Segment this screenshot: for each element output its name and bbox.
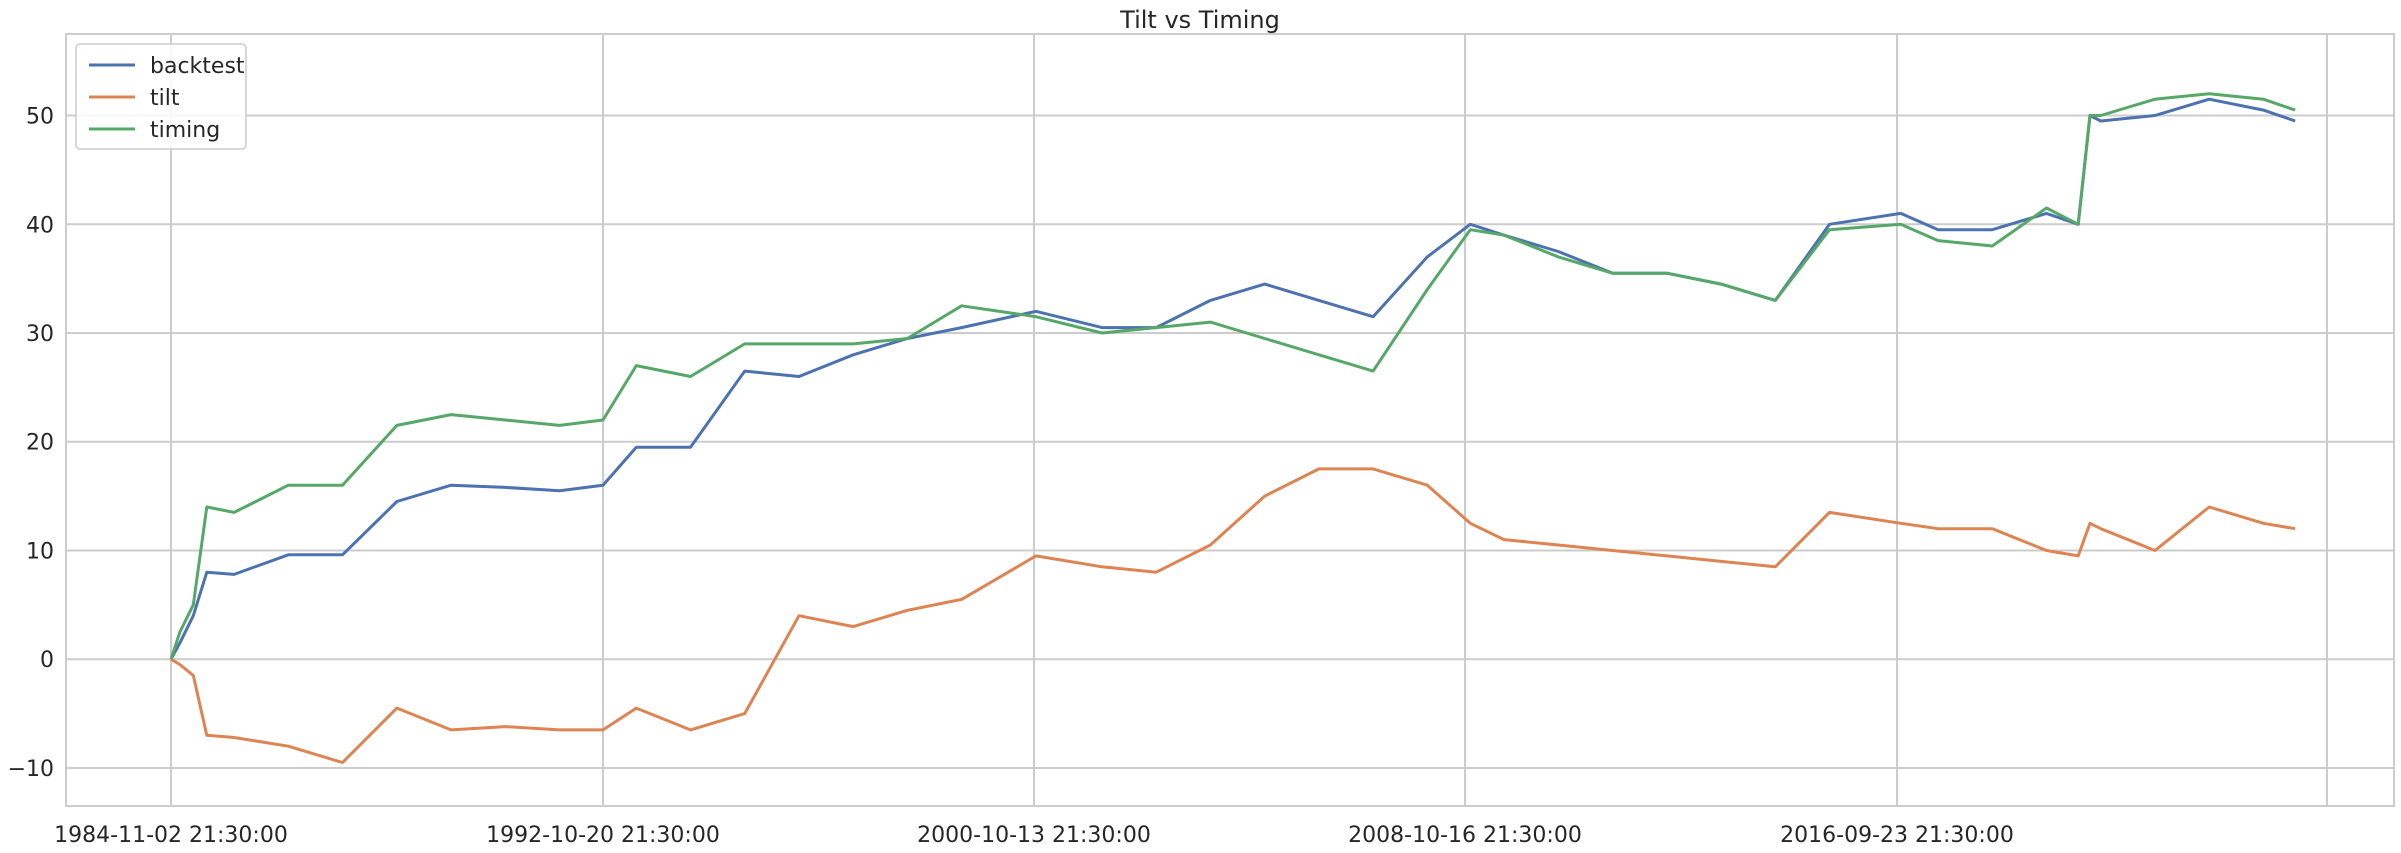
y-tick-label: 30 [26,322,54,347]
series-line-timing [169,92,2296,660]
y-tick-label: 20 [26,431,54,456]
y-tick-label: 10 [26,539,54,564]
legend-box [75,43,247,150]
x-tick-label: 2016-09-23 21:30:00 [1780,823,2014,848]
x-axis: 1984-11-02 21:30:00 1992-10-20 21:30:00 20… [54,823,2014,848]
legend-label-timing: timing [150,118,220,143]
x-tick-label: 1984-11-02 21:30:00 [54,823,288,848]
series-group [169,92,2296,764]
x-tick-label: 1992-10-20 21:30:00 [486,823,720,848]
x-tick-label: 2008-10-16 21:30:00 [1348,823,1582,848]
y-axis: −10 0 10 20 30 40 50 [8,105,54,782]
y-tick-label: 40 [26,213,54,238]
legend: backtest tilt timing [75,43,247,150]
legend-label-tilt: tilt [150,86,180,111]
grid [66,34,2394,806]
y-tick-label: 0 [40,648,54,673]
series-line-tilt [170,467,2296,764]
x-tick-label: 2000-10-13 21:30:00 [917,823,1151,848]
y-tick-label: −10 [8,757,54,782]
chart-title: Tilt vs Timing [1119,6,1280,34]
y-tick-label: 50 [26,105,54,130]
series-line-backtest [169,97,2296,660]
plot-frame [65,33,2395,807]
legend-label-backtest: backtest [150,54,245,79]
